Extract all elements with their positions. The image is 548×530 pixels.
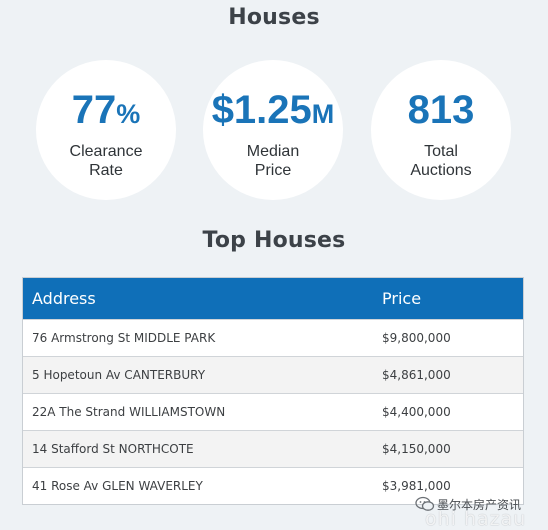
row-address: 22A The Strand WILLIAMSTOWN xyxy=(32,405,226,419)
row-address: 14 Stafford St NORTHCOTE xyxy=(32,442,194,456)
top-houses-heading: Top Houses xyxy=(202,228,346,253)
row-price: $4,861,000 xyxy=(382,368,451,382)
wechat-icon xyxy=(415,496,435,516)
table-row: 14 Stafford St NORTHCOTE $4,150,000 xyxy=(23,430,523,467)
median-price-label: Median Price xyxy=(246,143,300,179)
clearance-rate-stat: 77% Clearance Rate xyxy=(36,60,176,200)
clearance-rate-value: 77% xyxy=(71,88,141,132)
table-row: 41 Rose Av GLEN WAVERLEY $3,981,000 xyxy=(23,467,523,504)
row-address: 5 Hopetoun Av CANTERBURY xyxy=(32,368,206,382)
watermark: 墨尔本房产资讯 ohi hazau xyxy=(415,496,545,530)
top-houses-table: Address Price 76 Armstrong St MIDDLE PAR… xyxy=(22,277,524,505)
table-row: 76 Armstrong St MIDDLE PARK $9,800,000 xyxy=(23,319,523,356)
row-price: $9,800,000 xyxy=(382,331,451,345)
total-auctions-label: Total Auctions xyxy=(410,143,472,179)
table-header: Address Price xyxy=(23,278,523,319)
median-price-value: $1.25M xyxy=(211,88,335,132)
median-price-stat: $1.25M Median Price xyxy=(203,60,343,200)
row-address: 41 Rose Av GLEN WAVERLEY xyxy=(32,479,203,493)
address-column-header: Address xyxy=(32,289,96,308)
table-row: 22A The Strand WILLIAMSTOWN $4,400,000 xyxy=(23,393,523,430)
watermark-text: 墨尔本房产资讯 xyxy=(437,498,522,512)
total-auctions-stat: 813 Total Auctions xyxy=(371,60,511,200)
watermark-latin: ohi hazau xyxy=(425,508,527,530)
table-row: 5 Hopetoun Av CANTERBURY $4,861,000 xyxy=(23,356,523,393)
row-price: $4,400,000 xyxy=(382,405,451,419)
houses-heading: Houses xyxy=(228,5,320,30)
clearance-rate-label: Clearance Rate xyxy=(69,143,143,179)
row-address: 76 Armstrong St MIDDLE PARK xyxy=(32,331,216,345)
row-price: $3,981,000 xyxy=(382,479,451,493)
total-auctions-value: 813 xyxy=(407,88,475,132)
row-price: $4,150,000 xyxy=(382,442,451,456)
price-column-header: Price xyxy=(382,289,422,308)
